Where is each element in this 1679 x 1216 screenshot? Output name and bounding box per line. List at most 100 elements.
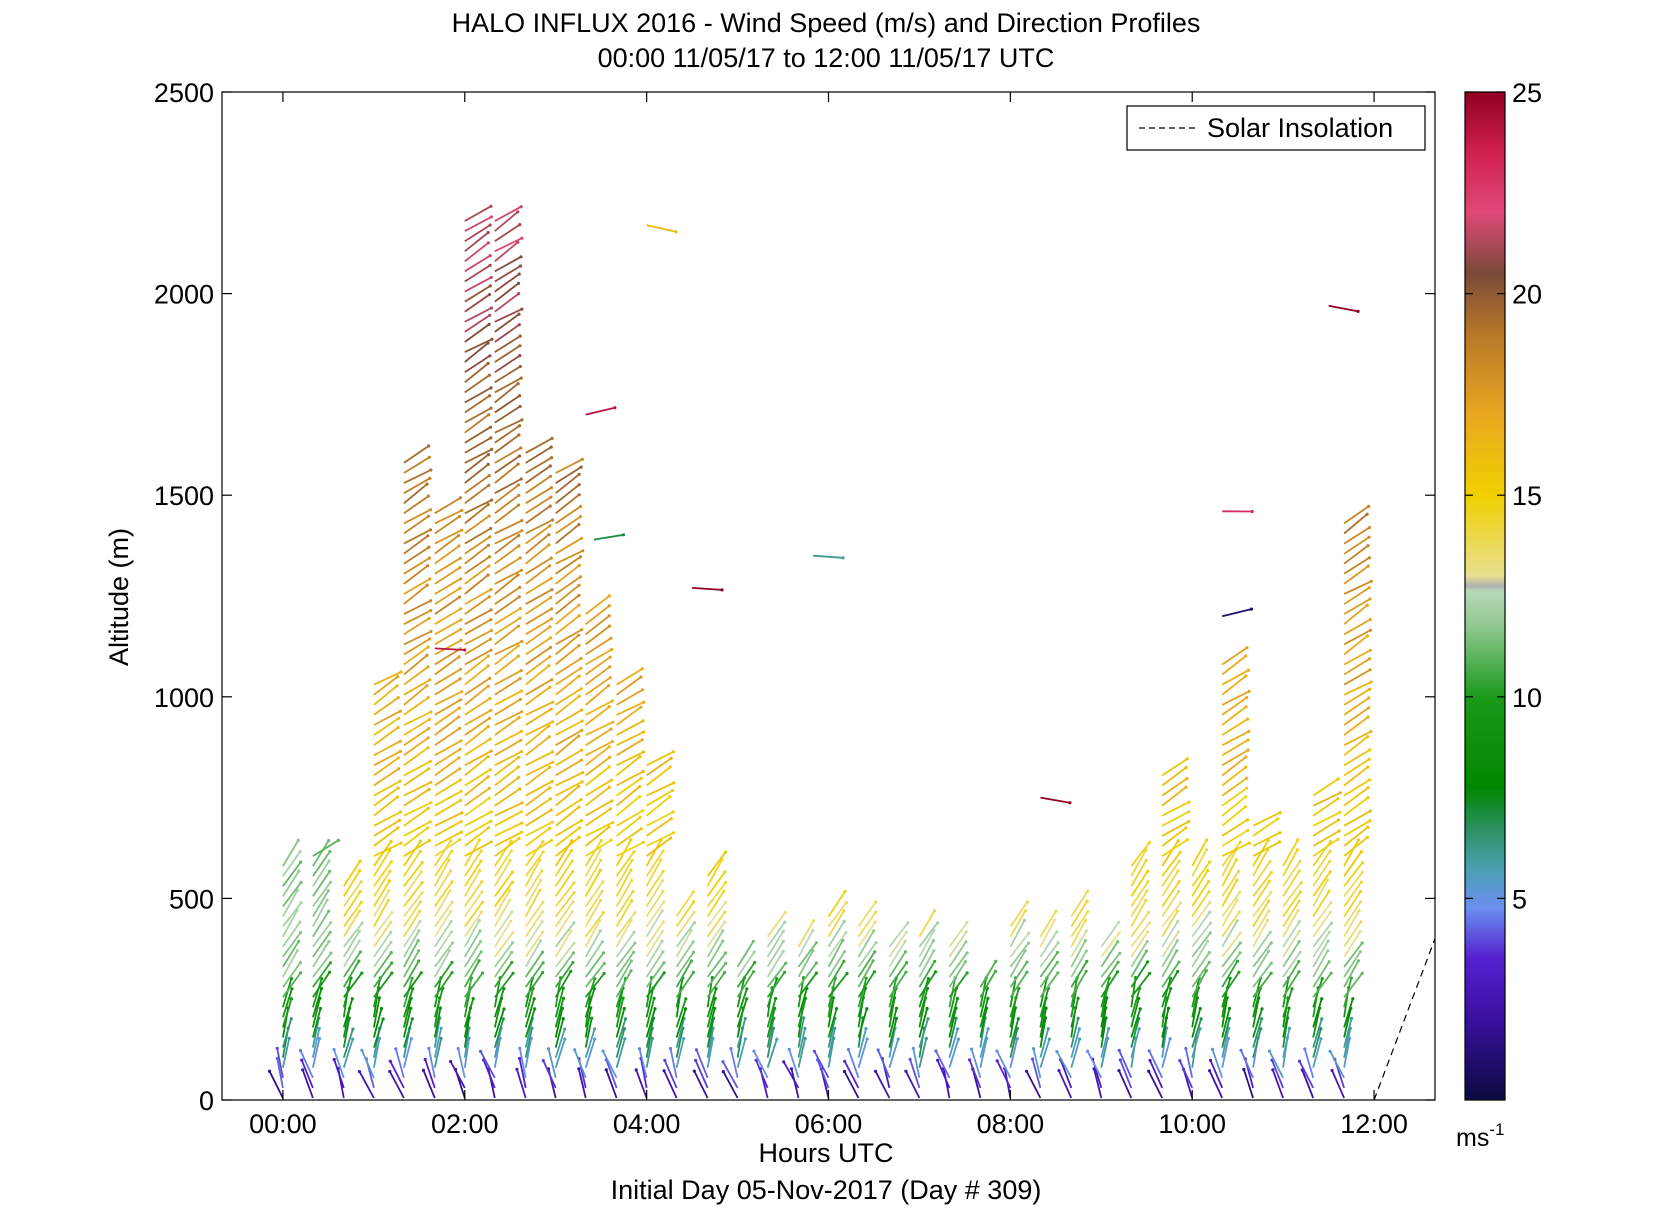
wind-barb bbox=[1282, 959, 1301, 988]
wind-barb bbox=[736, 1037, 748, 1068]
wind-barb bbox=[1221, 696, 1249, 716]
wind-barb bbox=[706, 900, 728, 928]
wind-barb bbox=[555, 614, 581, 636]
wind-barb bbox=[373, 756, 400, 777]
wind-barb bbox=[888, 939, 907, 968]
wind-barb bbox=[464, 293, 491, 313]
wind-barb bbox=[1161, 949, 1179, 978]
wind-barb bbox=[464, 716, 492, 736]
wind-barb bbox=[464, 910, 484, 938]
wind-barb bbox=[554, 859, 574, 887]
wind-barb bbox=[766, 920, 787, 948]
wind-barb bbox=[1161, 889, 1181, 917]
wind-barb bbox=[1178, 1059, 1194, 1089]
wind-barb bbox=[857, 900, 878, 928]
wind-barb bbox=[525, 685, 552, 706]
wind-barb bbox=[1221, 786, 1249, 807]
wind-barb bbox=[525, 445, 553, 464]
wind-barb bbox=[343, 939, 361, 968]
wind-barb bbox=[282, 1017, 293, 1048]
wind-barb bbox=[403, 959, 421, 988]
x-tick-label: 06:00 bbox=[795, 1109, 863, 1139]
wind-barb bbox=[555, 826, 582, 847]
wind-barb bbox=[403, 514, 430, 535]
wind-barb bbox=[555, 784, 581, 807]
wind-barb bbox=[434, 747, 462, 767]
wind-barb bbox=[1252, 949, 1271, 978]
wind-barb bbox=[282, 931, 303, 958]
wind-barb bbox=[555, 748, 584, 767]
wind-barb bbox=[1312, 849, 1332, 877]
wind-barb bbox=[518, 1056, 527, 1089]
wind-barb bbox=[434, 577, 463, 595]
wind-barb bbox=[1343, 706, 1371, 726]
wind-barb bbox=[918, 986, 930, 1018]
wind-barb bbox=[1191, 1017, 1203, 1048]
wind-barb bbox=[1343, 997, 1355, 1028]
wind-barb bbox=[616, 700, 646, 716]
wind-barb bbox=[736, 970, 756, 998]
wind-barb bbox=[857, 941, 878, 968]
wind-barb bbox=[668, 1046, 678, 1078]
wind-barb bbox=[846, 1047, 860, 1079]
wind-barb bbox=[282, 1036, 291, 1068]
wind-barb bbox=[694, 1058, 709, 1089]
wind-barb bbox=[585, 614, 611, 636]
wind-barb bbox=[1221, 654, 1248, 676]
wind-barb bbox=[403, 616, 431, 636]
wind-barb bbox=[948, 971, 969, 998]
wind-barb bbox=[1191, 939, 1210, 968]
wind-barb bbox=[342, 997, 354, 1028]
wind-barb bbox=[1312, 818, 1341, 837]
wind-barb bbox=[1130, 1007, 1142, 1038]
wind-barb bbox=[464, 503, 490, 525]
wind-barb bbox=[434, 767, 462, 787]
wind-barb bbox=[525, 750, 555, 767]
wind-barb bbox=[494, 433, 521, 454]
wind-barb bbox=[403, 710, 433, 726]
wind-barb bbox=[464, 535, 492, 555]
wind-barb bbox=[524, 858, 542, 887]
wind-barb bbox=[645, 961, 666, 988]
wind-barb bbox=[1343, 618, 1372, 636]
wind-barb bbox=[827, 1026, 837, 1058]
wind-barb bbox=[373, 767, 401, 787]
wind-barb bbox=[493, 987, 506, 1018]
wind-barb bbox=[1221, 738, 1250, 757]
wind-barb bbox=[616, 776, 643, 797]
wind-barb bbox=[646, 810, 675, 827]
wind-barb bbox=[464, 573, 490, 595]
wind-barb bbox=[434, 756, 461, 777]
wind-barb-isolated bbox=[1328, 304, 1360, 313]
wind-barb bbox=[1025, 1069, 1042, 1099]
wind-barb bbox=[373, 749, 402, 767]
wind-barb bbox=[645, 950, 665, 978]
wind-barb bbox=[1191, 869, 1210, 897]
wind-barb bbox=[403, 820, 432, 837]
wind-barb bbox=[403, 556, 431, 575]
wind-barb bbox=[706, 996, 717, 1028]
wind-barb bbox=[342, 1027, 355, 1058]
wind-barb bbox=[918, 938, 936, 968]
wind-barb bbox=[524, 939, 543, 968]
wind-barb bbox=[1252, 971, 1273, 998]
wind-barb bbox=[1039, 918, 1057, 948]
wind-barb bbox=[464, 939, 483, 968]
chart-title: HALO INFLUX 2016 - Wind Speed (m/s) and … bbox=[452, 8, 1201, 38]
wind-barb bbox=[524, 910, 545, 938]
wind-barb bbox=[736, 960, 757, 988]
wind-barb bbox=[403, 826, 430, 847]
wind-barb bbox=[1130, 1027, 1141, 1058]
wind-barb bbox=[729, 1047, 739, 1079]
wind-barb bbox=[554, 1027, 567, 1058]
wind-barb bbox=[736, 997, 749, 1028]
wind-barb bbox=[857, 970, 877, 998]
wind-barb bbox=[1312, 870, 1332, 897]
wind-barb bbox=[494, 529, 524, 545]
wind-barb bbox=[616, 827, 643, 847]
wind-barb bbox=[525, 700, 555, 716]
wind-barb bbox=[1130, 880, 1150, 908]
wind-barb bbox=[675, 970, 696, 998]
wind-barb bbox=[525, 504, 552, 525]
wind-barb bbox=[312, 869, 332, 897]
